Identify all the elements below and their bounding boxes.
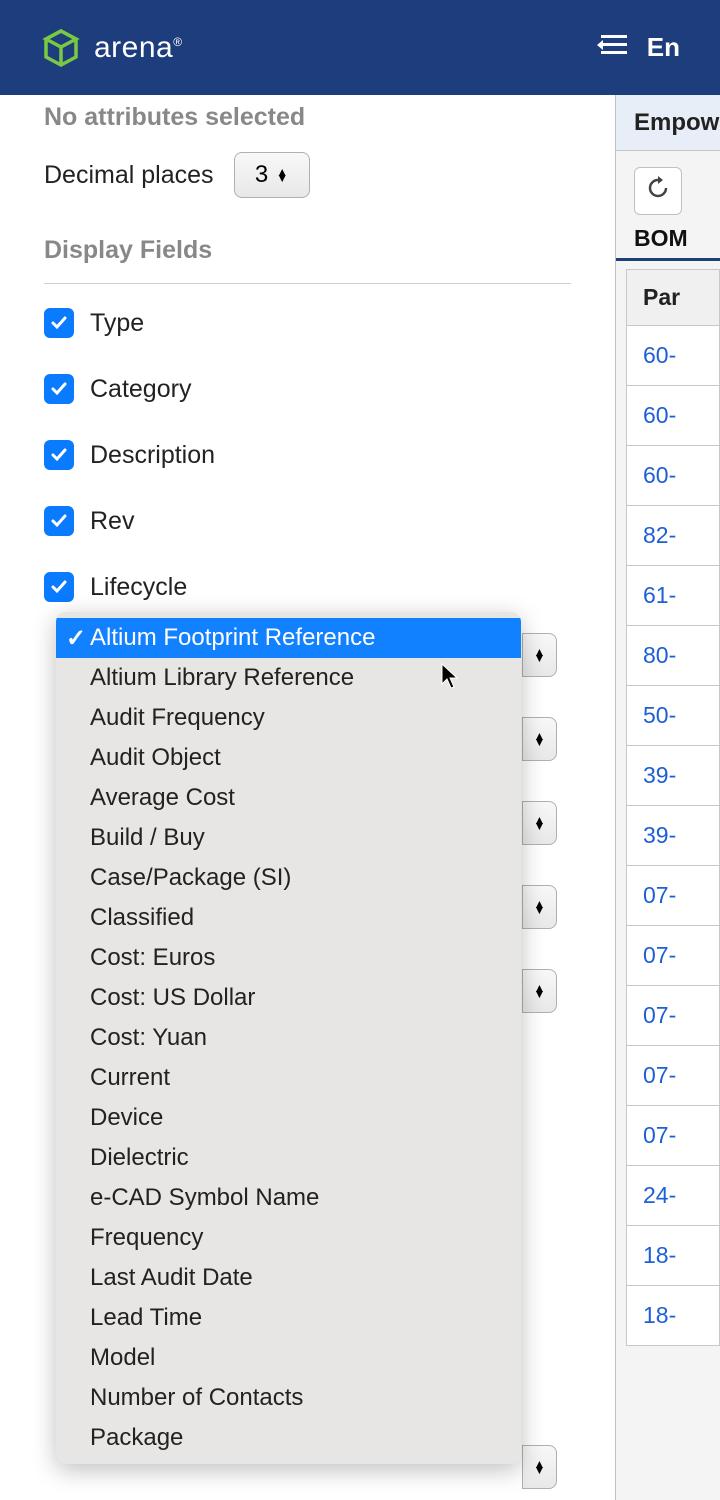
dropdown-option[interactable]: Dielectric [56, 1138, 521, 1178]
table-row[interactable]: 60- [626, 326, 720, 386]
checkbox-label: Lifecycle [90, 573, 187, 602]
header-env-label[interactable]: En [647, 32, 680, 63]
dropdown-option[interactable]: Current [56, 1058, 521, 1098]
no-attributes-text: No attributes selected [44, 103, 571, 132]
checkbox[interactable] [44, 572, 74, 602]
checkbox[interactable] [44, 374, 74, 404]
field-select-5[interactable]: ▲▼ [522, 969, 557, 1013]
dropdown-option[interactable]: Average Cost [56, 778, 521, 818]
checkbox-row-description[interactable]: Description [44, 440, 571, 470]
field-select-2[interactable]: ▲▼ [522, 717, 557, 761]
dropdown-option[interactable]: Last Audit Date [56, 1258, 521, 1298]
checkbox-row-category[interactable]: Category [44, 374, 571, 404]
tab-bom[interactable]: BOM [616, 225, 720, 261]
dropdown-option[interactable]: Classified [56, 898, 521, 938]
field-select-bottom[interactable]: ▲▼ [522, 1445, 557, 1489]
dropdown-option[interactable]: e-CAD Symbol Name [56, 1178, 521, 1218]
checkbox-row-lifecycle[interactable]: Lifecycle [44, 572, 571, 602]
checkbox-label: Rev [90, 507, 134, 536]
table-row[interactable]: 39- [626, 746, 720, 806]
arena-logo-icon [40, 27, 82, 69]
decimal-places-label: Decimal places [44, 161, 214, 190]
divider [44, 283, 571, 284]
table-row[interactable]: 50- [626, 686, 720, 746]
display-fields-header: Display Fields [44, 236, 571, 265]
checkbox[interactable] [44, 440, 74, 470]
decimal-places-row: Decimal places 3 ▲▼ [44, 152, 571, 198]
stepper-arrows-icon: ▲▼ [276, 169, 288, 181]
checkbox-label: Description [90, 441, 215, 470]
table-row[interactable]: 60- [626, 446, 720, 506]
table-row[interactable]: 80- [626, 626, 720, 686]
checkbox-row-type[interactable]: Type [44, 308, 571, 338]
dropdown-option[interactable]: Cost: Euros [56, 938, 521, 978]
checkbox[interactable] [44, 506, 74, 536]
decimal-places-select[interactable]: 3 ▲▼ [234, 152, 310, 198]
table-row[interactable]: 07- [626, 1106, 720, 1166]
dropdown-option[interactable]: Cost: Yuan [56, 1018, 521, 1058]
table-row[interactable]: 39- [626, 806, 720, 866]
dropdown-option[interactable]: Lead Time [56, 1298, 521, 1338]
dropdown-option[interactable]: Device [56, 1098, 521, 1138]
field-select-4[interactable]: ▲▼ [522, 885, 557, 929]
dropdown-option[interactable]: Audit Object [56, 738, 521, 778]
dropdown-option[interactable]: Altium Footprint Reference [56, 618, 521, 658]
table-row[interactable]: 24- [626, 1166, 720, 1226]
dropdown-option[interactable]: Model [56, 1338, 521, 1378]
table-row[interactable]: 07- [626, 866, 720, 926]
checkbox-label: Type [90, 309, 144, 338]
menu-toggle-icon[interactable] [597, 32, 627, 63]
refresh-icon [646, 176, 670, 206]
checkbox-label: Category [90, 375, 191, 404]
dropdown-option[interactable]: Build / Buy [56, 818, 521, 858]
settings-panel: No attributes selected Decimal places 3 … [0, 95, 616, 1500]
brand-name: arena® [94, 31, 183, 65]
hidden-selects-group: ▲▼ ▲▼ ▲▼ ▲▼ ▲▼ [522, 633, 557, 1013]
dropdown-option[interactable]: Case/Package (SI) [56, 858, 521, 898]
logo[interactable]: arena® [40, 27, 183, 69]
table-row[interactable]: 07- [626, 926, 720, 986]
main-content: No attributes selected Decimal places 3 … [0, 95, 720, 1500]
table-row[interactable]: 18- [626, 1226, 720, 1286]
checkbox[interactable] [44, 308, 74, 338]
header-right: En [597, 32, 680, 63]
table-row[interactable]: 07- [626, 1046, 720, 1106]
app-header: arena® En [0, 0, 720, 95]
dropdown-option[interactable]: Number of Contacts [56, 1378, 521, 1418]
field-select-3[interactable]: ▲▼ [522, 801, 557, 845]
table-row[interactable]: 82- [626, 506, 720, 566]
table-row[interactable]: 18- [626, 1286, 720, 1346]
breadcrumb-text[interactable]: Empow [634, 109, 719, 137]
table-row[interactable]: 61- [626, 566, 720, 626]
checkbox-row-rev[interactable]: Rev [44, 506, 571, 536]
table-col-header[interactable]: Par [626, 269, 720, 326]
attribute-dropdown[interactable]: Altium Footprint ReferenceAltium Library… [56, 612, 521, 1464]
dropdown-option[interactable]: Altium Library Reference [56, 658, 521, 698]
content-area: Empow BOM Par 60-60-60-82-61-80-50-39-39… [616, 95, 720, 1500]
table-row[interactable]: 60- [626, 386, 720, 446]
dropdown-option[interactable]: Cost: US Dollar [56, 978, 521, 1018]
decimal-value: 3 [255, 161, 268, 189]
refresh-button[interactable] [634, 167, 682, 215]
field-select-1[interactable]: ▲▼ [522, 633, 557, 677]
dropdown-option[interactable]: Frequency [56, 1218, 521, 1258]
dropdown-option[interactable]: Package [56, 1418, 521, 1458]
dropdown-option[interactable]: Audit Frequency [56, 698, 521, 738]
table-row[interactable]: 07- [626, 986, 720, 1046]
breadcrumb-bar: Empow [616, 95, 720, 151]
